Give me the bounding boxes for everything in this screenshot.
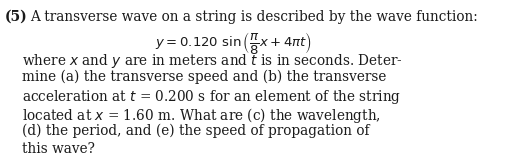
Text: this wave?: this wave? xyxy=(22,142,95,156)
Text: $y = 0.120\ \sin \left(\dfrac{\pi}{8}x + 4\pi t\right)$: $y = 0.120\ \sin \left(\dfrac{\pi}{8}x +… xyxy=(155,30,312,56)
Text: where $x$ and $y$ are in meters and $t$ is in seconds. Deter-: where $x$ and $y$ are in meters and $t$ … xyxy=(22,52,403,70)
Text: acceleration at $t$ = 0.200 s for an element of the string: acceleration at $t$ = 0.200 s for an ele… xyxy=(22,88,401,106)
Text: A transverse wave on a string is described by the wave function:: A transverse wave on a string is describ… xyxy=(30,10,478,24)
Text: located at $x$ = 1.60 m. What are (c) the wavelength,: located at $x$ = 1.60 m. What are (c) th… xyxy=(22,106,381,125)
Text: (d) the period, and (e) the speed of propagation of: (d) the period, and (e) the speed of pro… xyxy=(22,124,369,138)
Text: mine (a) the transverse speed and (b) the transverse: mine (a) the transverse speed and (b) th… xyxy=(22,70,387,84)
Text: (5): (5) xyxy=(5,10,28,24)
